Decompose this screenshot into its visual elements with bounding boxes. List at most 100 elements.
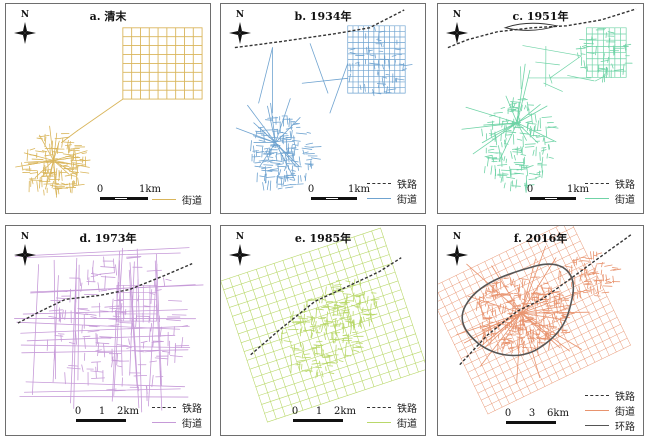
street-segment — [340, 303, 348, 305]
street-segment — [258, 139, 266, 143]
street-segment — [372, 88, 375, 97]
street-segment — [482, 311, 485, 317]
street-segment — [151, 374, 154, 388]
street-segment — [223, 236, 384, 291]
street-segment — [267, 160, 273, 163]
street-map-1934 — [234, 9, 413, 191]
street-segment — [438, 233, 578, 302]
street-segment — [545, 126, 548, 138]
street-segment — [344, 300, 346, 310]
street-segment — [259, 127, 276, 144]
street-segment — [88, 325, 98, 328]
street-segment — [544, 140, 555, 143]
street-segment — [547, 126, 559, 129]
street-segment — [270, 162, 281, 164]
street-segment — [378, 30, 386, 33]
street-segment — [543, 82, 563, 92]
street-segment — [363, 290, 365, 299]
street-segment — [275, 142, 297, 168]
railway-line — [17, 263, 193, 324]
street-segment — [594, 264, 597, 272]
panel-title: e. 1985年 — [294, 232, 352, 245]
street-segment — [129, 262, 140, 409]
street-segment — [520, 146, 522, 152]
scale-label-0: 0 — [74, 406, 82, 417]
legend-item-railway: 铁路 — [367, 176, 417, 191]
street-segment — [530, 113, 533, 125]
north-label: N — [20, 10, 30, 20]
street-segment — [376, 39, 382, 42]
street-segment — [528, 165, 534, 168]
street-segment — [283, 340, 293, 343]
street-map-1985 — [221, 227, 425, 423]
street-segment — [547, 144, 550, 151]
street-segment — [90, 273, 102, 276]
street-segment — [484, 312, 522, 348]
street-segment — [576, 292, 579, 299]
street-segment — [126, 256, 142, 258]
north-arrow: N — [227, 10, 253, 46]
street-segment — [168, 300, 183, 302]
panel-title: a. 清末 — [89, 10, 127, 23]
street-segment — [271, 159, 283, 162]
street-segment — [261, 146, 263, 158]
street-segment — [510, 101, 521, 103]
street-segment — [269, 148, 272, 156]
street-segment — [513, 154, 516, 161]
street-segment — [358, 61, 360, 67]
street-segment — [348, 73, 351, 83]
street-segment — [583, 289, 594, 292]
street-segment — [535, 135, 541, 137]
street-segment — [310, 157, 321, 160]
north-arrow: N — [12, 10, 38, 46]
street-segment — [304, 173, 307, 182]
street-segment — [518, 277, 528, 280]
street-segment — [297, 165, 299, 171]
street-segment — [623, 43, 632, 47]
street-segment — [293, 145, 296, 155]
street-segment — [394, 60, 397, 66]
street-segment — [526, 101, 530, 111]
street-segment — [444, 254, 588, 325]
street-segment — [55, 183, 62, 186]
street-segment — [84, 337, 86, 349]
street-segment — [394, 48, 402, 51]
street-network — [15, 27, 203, 198]
street-segment — [293, 135, 295, 146]
street-segment — [479, 303, 481, 309]
street-segment — [328, 283, 334, 285]
ring-road — [461, 263, 575, 357]
street-segment — [309, 347, 317, 350]
street-segment — [504, 305, 506, 314]
street-segment — [600, 59, 609, 63]
street-segment — [526, 304, 528, 311]
street-segment — [516, 105, 548, 124]
street-segment — [578, 268, 589, 271]
street-segment — [497, 174, 508, 177]
street-segment — [501, 142, 503, 148]
street-segment — [334, 318, 337, 329]
street-segment — [235, 127, 276, 144]
street-segment — [265, 119, 273, 121]
street-segment — [457, 282, 601, 352]
street-segment — [463, 312, 522, 344]
street-segment — [285, 186, 294, 189]
street-segment — [608, 38, 611, 48]
street-segment — [309, 329, 316, 332]
street-segment — [142, 342, 145, 349]
street-segment — [612, 268, 622, 271]
street-segment — [48, 316, 57, 318]
panel-a: a. 清末 N 0 1km 街道 — [5, 3, 211, 214]
street-segment — [87, 330, 100, 333]
street-segment — [289, 315, 292, 322]
street-segment — [517, 336, 519, 347]
street-segment — [290, 347, 300, 350]
street-segment — [290, 129, 293, 138]
street-segment — [398, 63, 405, 66]
street-segment — [581, 45, 587, 47]
street-segment — [288, 117, 291, 128]
street-segment — [350, 304, 357, 307]
street-segment — [295, 363, 301, 366]
railway-swatch — [367, 407, 391, 408]
street-segment — [476, 302, 478, 311]
